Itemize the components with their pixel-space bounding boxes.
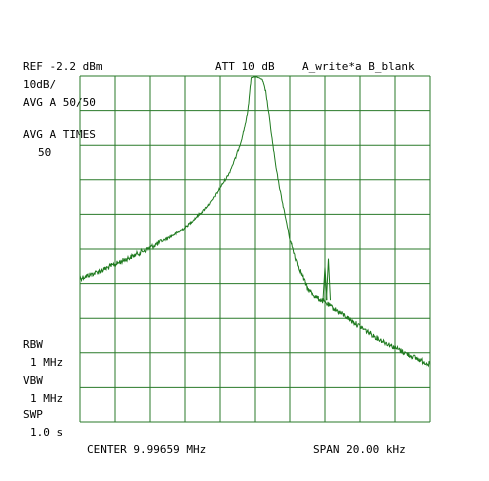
trace-a	[79, 76, 431, 368]
avg-times-label: AVG A TIMES	[23, 128, 96, 141]
spurs	[322, 258, 331, 301]
vbw-value: 1 MHz	[30, 392, 64, 405]
avg-status: AVG A 50/50	[23, 96, 96, 109]
graticule	[79, 75, 431, 423]
rbw-value: 1 MHz	[30, 356, 64, 369]
scale-per-div: 10dB/	[23, 78, 57, 91]
rbw-label: RBW	[23, 338, 43, 351]
frequency-span: SPAN 20.00 kHz	[313, 443, 406, 456]
spur-peak	[326, 258, 331, 301]
avg-times-value: 50	[38, 146, 52, 159]
attenuation: ATT 10 dB	[215, 60, 275, 73]
center-frequency: CENTER 9.99659 MHz	[87, 443, 207, 456]
swp-value: 1.0 s	[30, 426, 64, 439]
ref-level: REF -2.2 dBm	[23, 60, 103, 73]
vbw-label: VBW	[23, 374, 43, 387]
swp-label: SWP	[23, 408, 43, 421]
trace-mode: A_write*a B_blank	[302, 60, 415, 73]
spur-peak	[322, 266, 328, 301]
